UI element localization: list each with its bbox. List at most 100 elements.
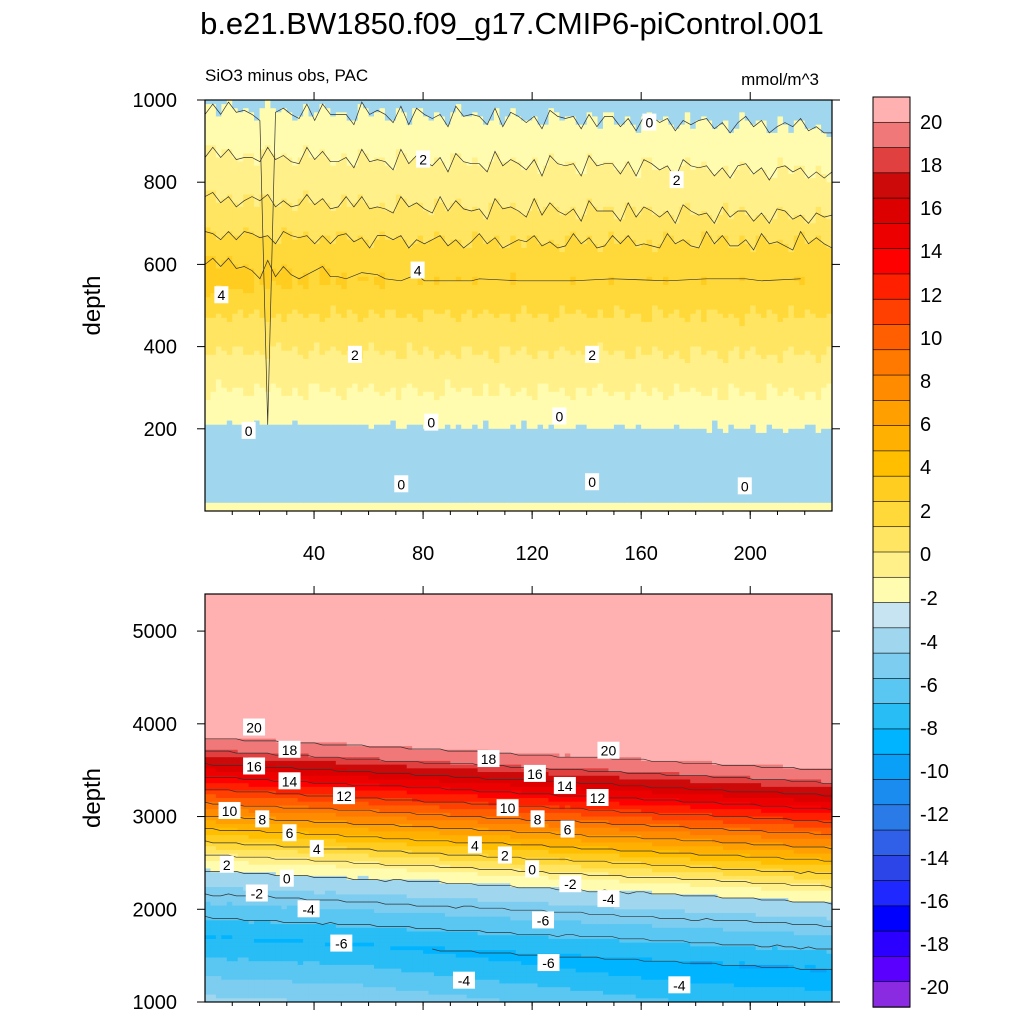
contour-cell [319, 465, 326, 471]
contour-cell [428, 363, 435, 368]
contour-cell [259, 445, 266, 450]
contour-cell [264, 482, 272, 487]
contour-cell [346, 104, 353, 109]
contour-cell [357, 391, 364, 397]
contour-cell [248, 247, 255, 253]
contour-cell [226, 289, 233, 294]
contour-cell [363, 490, 370, 496]
contour-cell [455, 149, 462, 155]
contour-cell [412, 173, 419, 179]
contour-cell [303, 116, 310, 122]
contour-cell [330, 239, 337, 245]
contour-cell [319, 128, 326, 134]
contour-cell [275, 494, 282, 500]
contour-cell [297, 424, 304, 430]
contour-cell [423, 506, 430, 511]
contour-cell [248, 412, 255, 418]
contour-cell [384, 387, 391, 393]
contour-cell [406, 239, 413, 245]
contour-cell [395, 194, 402, 200]
contour-cell [254, 391, 261, 397]
contour-cell [254, 190, 261, 196]
contour-cell [319, 363, 326, 368]
contour-cell [455, 482, 462, 487]
contour-cell [210, 358, 217, 364]
contour-cell [270, 235, 277, 241]
contour-cell [259, 268, 266, 274]
contour-cell [248, 358, 255, 364]
contour-cell [417, 395, 424, 401]
contour-cell [297, 284, 304, 290]
contour-cell [368, 132, 375, 138]
contour-cell [275, 157, 282, 163]
contour-cell [433, 194, 441, 200]
contour-cell [308, 186, 315, 192]
contour-cell [352, 165, 359, 171]
contour-cell [461, 445, 468, 450]
contour-cell [232, 173, 239, 179]
contour-cell [324, 437, 331, 442]
contour-cell [303, 219, 310, 224]
contour-cell [439, 453, 446, 459]
contour-cell [406, 161, 413, 167]
contour-cell [412, 145, 419, 150]
contour-cell [215, 363, 222, 368]
contour-cell [357, 478, 364, 483]
contour-cell [319, 437, 326, 442]
contour-cell [215, 247, 222, 253]
contour-cell [324, 383, 331, 389]
contour-cell [324, 490, 331, 496]
contour-cell [412, 441, 419, 446]
contour-cell [221, 227, 228, 233]
contour-cell [205, 326, 212, 331]
contour-cell [215, 441, 222, 446]
contour-cell [341, 338, 348, 344]
contour-cell [237, 206, 244, 212]
contour-cell [439, 461, 446, 467]
contour-cell [444, 165, 451, 171]
contour-cell [308, 465, 315, 471]
contour-cell [324, 371, 331, 376]
contour-cell [286, 346, 293, 352]
contour-cell [472, 297, 479, 302]
contour-cell [330, 136, 337, 142]
contour-cell [275, 169, 282, 175]
contour-cell [319, 235, 326, 241]
contour-cell [286, 235, 293, 241]
contour-cell [324, 165, 331, 171]
contour-cell [297, 182, 304, 187]
contour-cell [264, 478, 272, 483]
contour-cell [270, 165, 277, 171]
contour-cell [352, 153, 359, 159]
contour-cell [330, 116, 337, 122]
contour-cell [472, 400, 479, 405]
contour-cell [215, 206, 222, 212]
contour-cell [264, 375, 272, 381]
contour-cell [281, 420, 288, 426]
contour-cell [472, 445, 479, 450]
contour-cell [363, 173, 370, 179]
contour-cell [428, 268, 435, 274]
contour-cell [303, 227, 310, 233]
contour-cell [412, 367, 419, 372]
contour-cell [210, 161, 217, 167]
contour-cell [363, 420, 370, 426]
contour-cell [226, 428, 233, 434]
contour-cell [417, 276, 424, 282]
contour-cell [254, 321, 261, 327]
contour-cell [330, 272, 337, 278]
contour-cell [308, 252, 315, 257]
contour-cell [412, 239, 419, 245]
contour-cell [221, 128, 228, 134]
contour-cell [406, 210, 413, 216]
contour-cell [423, 210, 430, 216]
contour-cell [357, 338, 364, 344]
contour-cell [324, 190, 331, 196]
contour-cell [286, 301, 293, 307]
contour-cell [406, 173, 413, 179]
contour-cell [237, 264, 244, 270]
contour-cell [308, 124, 315, 130]
contour-cell [395, 116, 402, 122]
contour-cell [450, 128, 457, 134]
contour-cell [428, 108, 435, 113]
